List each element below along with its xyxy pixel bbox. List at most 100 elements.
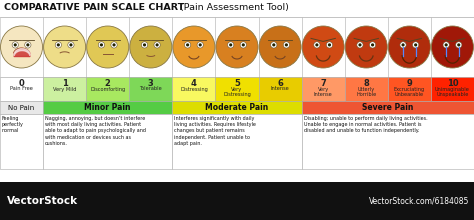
Circle shape (456, 42, 462, 48)
Text: VectorStock.com/6184085: VectorStock.com/6184085 (369, 196, 469, 205)
Circle shape (69, 43, 73, 46)
Text: (Pain Assessment Tool): (Pain Assessment Tool) (180, 3, 289, 12)
Text: Severe Pain: Severe Pain (362, 103, 413, 112)
Circle shape (358, 43, 362, 46)
Circle shape (44, 26, 86, 68)
Circle shape (173, 26, 215, 68)
Circle shape (400, 42, 406, 48)
Circle shape (186, 43, 189, 46)
Circle shape (357, 42, 363, 48)
Circle shape (369, 42, 376, 48)
Circle shape (314, 42, 320, 48)
Circle shape (272, 43, 275, 46)
Text: Utterly
Horrible: Utterly Horrible (356, 86, 376, 97)
Bar (431, 17, 474, 77)
Bar (258, 17, 301, 77)
Circle shape (328, 43, 331, 46)
Circle shape (240, 42, 246, 48)
Bar (388, 77, 431, 101)
Circle shape (242, 43, 245, 46)
Bar (0, 182, 474, 220)
Text: Excruciating
Unbearable: Excruciating Unbearable (394, 86, 425, 97)
Bar (388, 17, 431, 77)
Text: 2: 2 (105, 79, 110, 88)
Bar (43, 101, 173, 114)
Circle shape (326, 42, 333, 48)
Circle shape (0, 26, 43, 68)
Circle shape (100, 43, 103, 46)
Circle shape (112, 43, 116, 46)
Circle shape (155, 43, 159, 46)
Circle shape (55, 42, 62, 48)
Text: 3: 3 (148, 79, 154, 88)
Circle shape (26, 43, 29, 46)
Circle shape (199, 43, 202, 46)
Circle shape (143, 43, 146, 46)
Text: 5: 5 (234, 79, 240, 88)
Text: Interferes significantly with daily
living activities. Requires lifestyle
change: Interferes significantly with daily livi… (174, 116, 256, 146)
Bar (43, 17, 86, 77)
Circle shape (412, 42, 419, 48)
Circle shape (302, 26, 344, 68)
Bar (43, 114, 173, 169)
Text: 10: 10 (447, 79, 458, 88)
Circle shape (14, 43, 17, 46)
Circle shape (154, 42, 160, 48)
Text: 1: 1 (62, 79, 68, 88)
Bar (216, 77, 258, 101)
Text: Tolerable: Tolerable (139, 86, 162, 92)
Bar (216, 17, 258, 77)
Bar (173, 77, 216, 101)
Text: No Pain: No Pain (9, 104, 35, 110)
Bar (86, 77, 129, 101)
Bar (345, 17, 388, 77)
Circle shape (197, 42, 203, 48)
Text: Pain Free: Pain Free (10, 86, 33, 92)
Text: 9: 9 (407, 79, 412, 88)
Circle shape (130, 26, 172, 68)
Circle shape (443, 42, 449, 48)
Circle shape (12, 42, 18, 48)
Bar (258, 77, 301, 101)
Circle shape (388, 26, 430, 68)
Text: 8: 8 (364, 79, 369, 88)
Bar (0, 17, 43, 77)
Text: 4: 4 (191, 79, 197, 88)
Text: Feeling
perfectly
normal: Feeling perfectly normal (2, 116, 24, 133)
Bar (0, 114, 43, 169)
Circle shape (431, 26, 474, 68)
Circle shape (283, 42, 290, 48)
Bar (431, 77, 474, 101)
Circle shape (68, 42, 74, 48)
Circle shape (87, 26, 129, 68)
Circle shape (315, 43, 319, 46)
Text: Intense: Intense (271, 86, 290, 92)
Text: 0: 0 (18, 79, 25, 88)
Text: Nagging, annoying, but doesn’t interfere
with most daily living activities. Pati: Nagging, annoying, but doesn’t interfere… (45, 116, 146, 146)
Text: 7: 7 (320, 79, 326, 88)
Bar (129, 77, 173, 101)
Circle shape (259, 26, 301, 68)
Bar (43, 77, 86, 101)
Circle shape (141, 42, 148, 48)
Bar (0, 77, 43, 101)
Text: Disabling; unable to perform daily living activities.
Unable to engage in normal: Disabling; unable to perform daily livin… (304, 116, 427, 133)
Text: Minor Pain: Minor Pain (84, 103, 131, 112)
Circle shape (25, 42, 31, 48)
Bar (173, 114, 301, 169)
Circle shape (445, 43, 448, 46)
Circle shape (98, 42, 105, 48)
Text: Discomforting: Discomforting (90, 86, 125, 92)
Circle shape (457, 43, 460, 46)
Bar (301, 17, 345, 77)
Circle shape (111, 42, 117, 48)
Bar (129, 17, 173, 77)
Text: Distressing: Distressing (180, 86, 208, 92)
Circle shape (216, 26, 258, 68)
Text: 6: 6 (277, 79, 283, 88)
Bar (301, 77, 345, 101)
Circle shape (57, 43, 60, 46)
Bar (301, 114, 474, 169)
Bar (0, 101, 43, 114)
Bar (86, 17, 129, 77)
